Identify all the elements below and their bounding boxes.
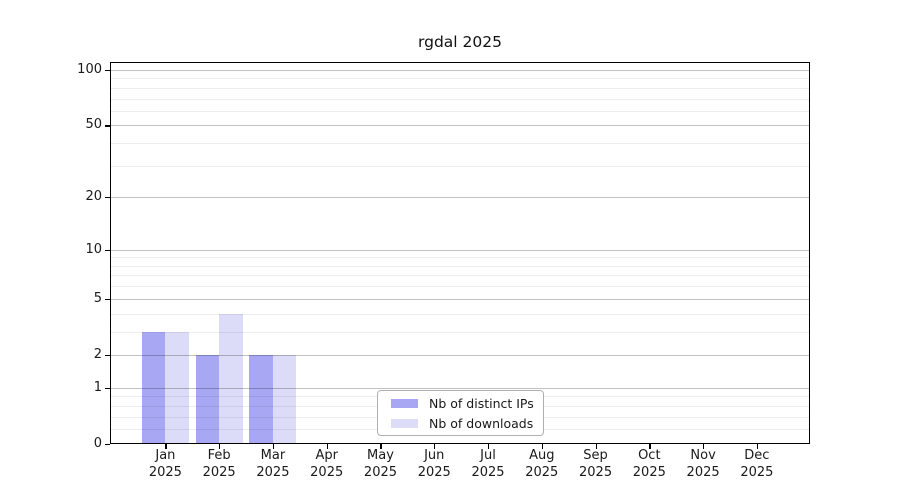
major-gridline xyxy=(110,197,810,199)
x-tick-mark xyxy=(756,444,759,449)
legend-swatch-distinct-ips xyxy=(391,398,418,408)
x-tick-mark xyxy=(649,444,651,449)
minor-gridline xyxy=(110,143,810,145)
x-tick-label-jul-2025: Jul 2025 xyxy=(458,448,518,481)
chart-title: rgdal 2025 xyxy=(418,33,502,51)
x-tick-month: Mar xyxy=(260,448,286,463)
x-tick-year: 2025 xyxy=(525,464,559,480)
x-tick-mark xyxy=(219,444,221,449)
y-tick-label: 10 xyxy=(85,241,102,257)
x-tick-mark xyxy=(541,444,543,449)
minor-gridline xyxy=(110,165,810,167)
legend-item-downloads: Nb of downloads xyxy=(386,414,535,432)
x-tick-year: 2025 xyxy=(310,464,344,480)
x-tick-label-may-2025: May 2025 xyxy=(350,448,410,481)
y-tick-mark xyxy=(105,444,110,446)
major-gridline xyxy=(110,69,810,71)
minor-gridline xyxy=(110,331,810,333)
x-tick-label-nov-2025: Nov 2025 xyxy=(673,448,733,481)
major-gridline xyxy=(110,387,810,389)
x-tick-month: Dec xyxy=(744,448,770,463)
y-tick-label: 100 xyxy=(77,61,102,77)
major-gridline xyxy=(110,354,810,356)
x-tick-year: 2025 xyxy=(632,464,666,480)
x-tick-year: 2025 xyxy=(686,464,720,480)
y-tick-label: 20 xyxy=(85,189,102,205)
y-tick-mark xyxy=(105,69,110,72)
y-tick-label: 0 xyxy=(93,436,102,451)
minor-gridline xyxy=(110,313,810,315)
major-gridline xyxy=(110,298,810,300)
x-tick-year: 2025 xyxy=(579,464,613,480)
x-tick-mark xyxy=(703,444,705,449)
y-tick-label: 1 xyxy=(93,379,102,395)
x-tick-mark xyxy=(595,444,597,449)
x-tick-label-dec-2025: Dec 2025 xyxy=(727,448,787,481)
x-tick-year: 2025 xyxy=(256,464,290,480)
legend-item-distinct-ips: Nb of distinct IPs xyxy=(386,394,535,412)
minor-gridline xyxy=(110,98,810,100)
bar-downloads-jan xyxy=(165,331,189,444)
y-tick-mark xyxy=(105,197,110,199)
x-tick-month: Nov xyxy=(690,448,716,463)
x-tick-mark xyxy=(272,444,275,449)
x-tick-mark xyxy=(326,444,328,449)
minor-gridline xyxy=(110,275,810,277)
x-tick-month: Jan xyxy=(155,448,176,463)
x-tick-mark xyxy=(434,444,436,449)
x-tick-label-apr-2025: Apr 2025 xyxy=(297,448,357,481)
minor-gridline xyxy=(110,265,810,267)
x-tick-year: 2025 xyxy=(202,464,236,480)
minor-gridline xyxy=(110,78,810,80)
x-tick-month: Feb xyxy=(207,448,231,463)
x-tick-year: 2025 xyxy=(363,464,398,480)
major-gridline xyxy=(110,249,810,251)
x-tick-label-oct-2025: Oct 2025 xyxy=(619,448,679,481)
x-tick-mark xyxy=(488,444,490,449)
y-tick-label: 50 xyxy=(85,117,102,133)
bar-distinct-ips-feb xyxy=(195,354,220,444)
y-tick-mark xyxy=(105,298,110,300)
legend-swatch-downloads xyxy=(391,418,418,428)
x-tick-label-feb-2025: Feb 2025 xyxy=(189,448,249,481)
x-tick-label-aug-2025: Aug 2025 xyxy=(512,448,572,481)
legend-label-downloads: Nb of downloads xyxy=(429,415,534,431)
x-tick-month: Aug xyxy=(529,448,555,463)
legend-label-distinct-ips: Nb of distinct IPs xyxy=(429,395,534,411)
minor-gridline xyxy=(110,286,810,288)
bar-downloads-feb xyxy=(219,313,243,444)
x-tick-label-jan-2025: Jan 2025 xyxy=(135,448,195,481)
x-tick-month: Oct xyxy=(638,448,661,463)
y-tick-mark xyxy=(105,354,110,357)
y-tick-label: 2 xyxy=(93,346,102,362)
x-tick-label-mar-2025: Mar 2025 xyxy=(243,448,303,481)
x-tick-year: 2025 xyxy=(417,464,451,480)
legend: Nb of distinct IPs Nb of downloads xyxy=(377,390,544,436)
bar-downloads-mar xyxy=(272,354,297,444)
x-tick-year: 2025 xyxy=(148,464,182,480)
x-tick-month: Apr xyxy=(315,448,338,463)
x-tick-month: Jul xyxy=(480,448,496,463)
bar-distinct-ips-jan xyxy=(141,331,166,444)
minor-gridline xyxy=(110,110,810,112)
y-tick-label: 5 xyxy=(93,290,102,306)
minor-gridline xyxy=(110,87,810,89)
major-gridline xyxy=(110,125,810,127)
y-tick-mark xyxy=(105,387,110,389)
x-tick-mark xyxy=(165,444,167,449)
y-tick-mark xyxy=(105,249,110,251)
x-tick-year: 2025 xyxy=(740,464,774,480)
x-tick-month: Sep xyxy=(583,448,608,463)
x-tick-month: May xyxy=(367,448,394,463)
minor-gridline xyxy=(110,257,810,259)
x-tick-label-sep-2025: Sep 2025 xyxy=(566,448,626,481)
x-tick-label-jun-2025: Jun 2025 xyxy=(404,448,464,481)
bar-distinct-ips-mar xyxy=(249,354,273,444)
x-tick-year: 2025 xyxy=(471,464,505,480)
x-tick-month: Jun xyxy=(424,448,445,463)
x-tick-mark xyxy=(380,444,382,449)
y-tick-mark xyxy=(105,125,110,127)
